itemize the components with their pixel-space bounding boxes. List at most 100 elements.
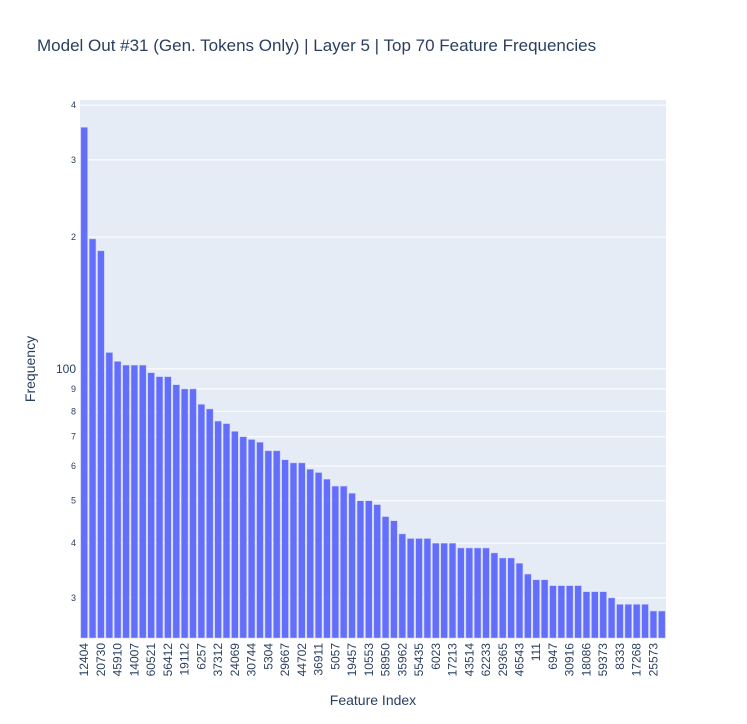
- bar: [482, 547, 490, 639]
- x-tick-label: 37312: [211, 643, 225, 677]
- bar: [247, 439, 256, 639]
- bar: [189, 388, 197, 639]
- bar: [398, 533, 406, 639]
- bar: [582, 591, 591, 639]
- bar: [114, 361, 122, 639]
- y-tick-label: 8: [71, 406, 76, 416]
- y-tick-label: 5: [71, 496, 76, 506]
- x-tick-label: 56412: [161, 643, 175, 677]
- x-tick-label: 19457: [345, 643, 359, 677]
- bar: [264, 450, 272, 639]
- bar: [515, 562, 524, 639]
- bar: [122, 364, 130, 639]
- bar: [340, 485, 348, 639]
- x-tick-label: 6947: [546, 643, 560, 670]
- bar: [256, 441, 264, 639]
- bar: [624, 604, 632, 639]
- x-tick-label: 36911: [312, 643, 326, 676]
- bar: [164, 376, 172, 639]
- x-tick-label: 29365: [496, 643, 510, 677]
- bar: [566, 585, 574, 639]
- x-axis-title: Feature Index: [330, 692, 416, 708]
- bar: [607, 597, 616, 639]
- bar: [356, 500, 365, 639]
- bar: [658, 610, 666, 639]
- x-tick-label: 17268: [630, 643, 644, 677]
- bar: [641, 604, 649, 639]
- bar: [289, 462, 298, 639]
- bar: [147, 372, 155, 639]
- bar: [490, 552, 499, 639]
- bar: [381, 516, 390, 639]
- x-tick-label: 14007: [127, 643, 141, 677]
- y-tick-label: 4: [71, 538, 76, 548]
- bar: [540, 579, 549, 639]
- y-tick-label: 3: [71, 593, 76, 603]
- bar: [197, 404, 206, 639]
- bar: [448, 542, 457, 639]
- bar: [499, 557, 507, 639]
- bar: [323, 478, 331, 639]
- bar: [524, 573, 532, 639]
- bar: [574, 585, 582, 639]
- bar: [440, 542, 448, 639]
- chart-title: Model Out #31 (Gen. Tokens Only) | Layer…: [37, 36, 596, 55]
- x-tick-label: 8333: [613, 643, 627, 670]
- x-tick-label: 58950: [379, 643, 393, 677]
- y-tick-label: 3: [71, 155, 76, 165]
- x-tick-label: 17213: [446, 643, 460, 677]
- x-tick-label: 10553: [362, 643, 376, 677]
- bar: [130, 364, 139, 639]
- x-tick-label: 44702: [295, 643, 309, 677]
- bar: [465, 547, 473, 639]
- x-tick-label: 62233: [479, 643, 493, 677]
- bar: [415, 538, 423, 639]
- bar: [231, 431, 239, 639]
- bar: [273, 450, 281, 639]
- bar: [181, 388, 189, 639]
- bar: [348, 493, 356, 639]
- x-tick-label: 24069: [228, 643, 242, 677]
- bar: [155, 376, 164, 639]
- bar: [88, 238, 97, 639]
- x-tick-label: 45910: [111, 643, 125, 677]
- bar: [306, 469, 314, 639]
- y-tick-label: 6: [71, 461, 76, 471]
- bar: [474, 547, 482, 639]
- y-tick-label: 100: [56, 362, 76, 376]
- bar: [557, 585, 565, 639]
- bar: [549, 585, 557, 639]
- bar: [373, 504, 381, 639]
- x-tick-label: 111: [529, 643, 543, 662]
- bar: [423, 538, 432, 639]
- x-tick-label: 60521: [144, 643, 158, 677]
- x-tick-label: 19112: [178, 643, 192, 676]
- x-tick-label: 29667: [278, 643, 292, 677]
- x-tick-label: 55435: [412, 643, 426, 677]
- x-tick-label: 25573: [646, 643, 660, 677]
- x-tick-label: 43514: [462, 643, 476, 677]
- bar: [97, 250, 105, 639]
- bar: [214, 420, 222, 639]
- bar: [407, 538, 415, 639]
- x-tick-label: 20730: [94, 643, 108, 677]
- x-tick-label: 12404: [77, 643, 91, 677]
- x-tick-label: 35962: [395, 643, 409, 677]
- bar: [139, 364, 147, 639]
- bar: [507, 557, 515, 639]
- bar: [222, 423, 231, 639]
- bar: [314, 472, 323, 639]
- x-tick-label: 30916: [563, 643, 577, 677]
- bar: [105, 352, 113, 639]
- bar: [239, 436, 247, 639]
- bar: [633, 604, 641, 639]
- y-axis-title: Frequency: [22, 336, 38, 402]
- bar: [390, 520, 398, 639]
- x-tick-label: 30744: [245, 643, 259, 677]
- x-tick-label: 5304: [261, 643, 275, 670]
- bar: [532, 579, 540, 639]
- x-tick-label: 46543: [513, 643, 527, 677]
- bar: [457, 547, 465, 639]
